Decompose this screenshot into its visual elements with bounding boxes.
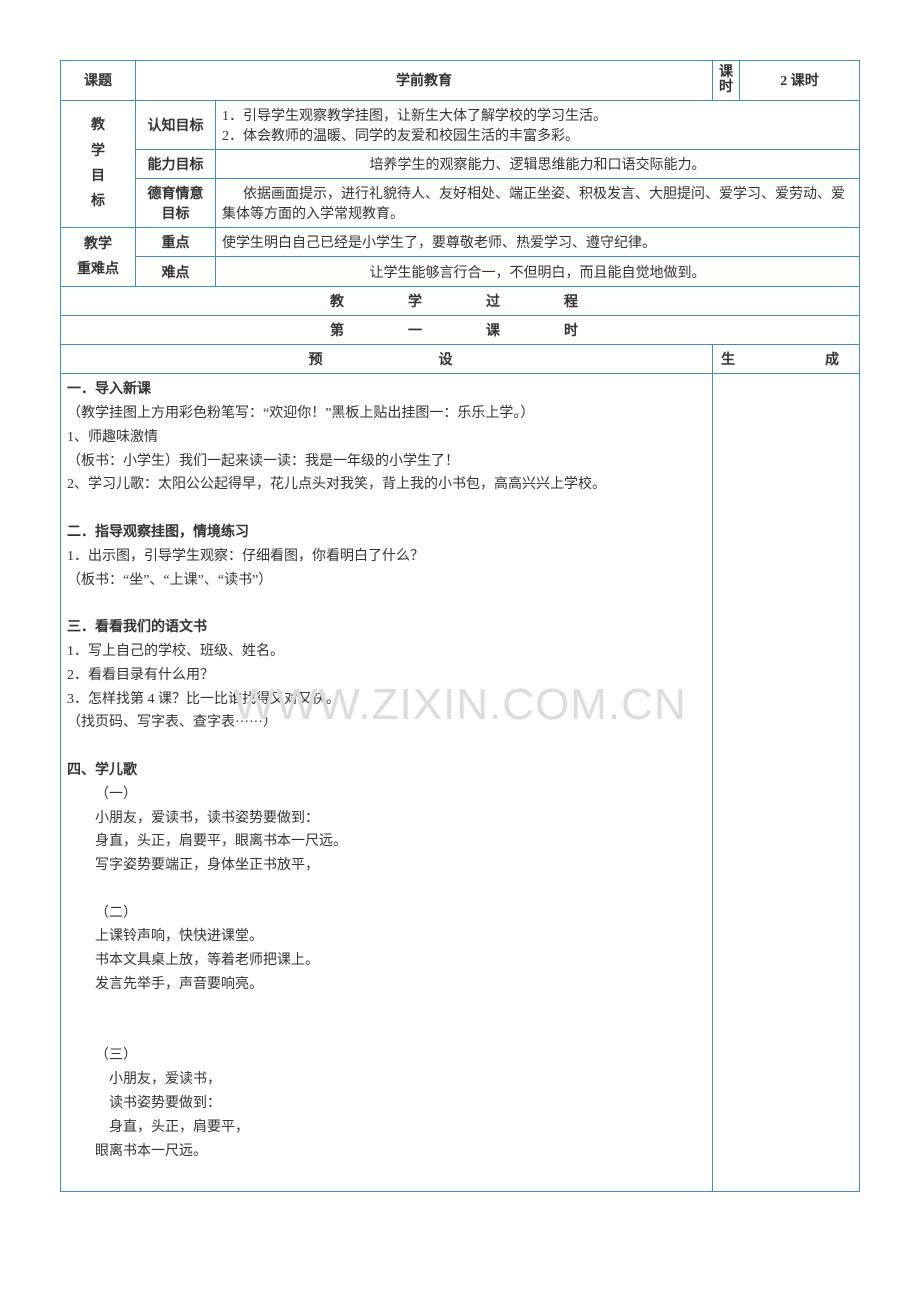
s4-2-l2: 书本文具桌上放，等着老师把课上。 <box>67 949 706 973</box>
s4-3-l2: 读书姿势要做到： <box>67 1092 706 1116</box>
goal-text-3: 依据画面提示，进行礼貌待人、友好相处、端正坐姿、积极发言、大胆提问、爱学习、爱劳… <box>216 178 860 227</box>
goal-row-1: 教学目标 认知目标 1．引导学生观察教学挂图，让新生大体了解学校的学习生活。 2… <box>61 100 860 149</box>
lesson1-header-row: 第 一 课 时 <box>61 316 860 345</box>
s3-l4: （找页码、写字表、查字表······） <box>67 711 706 735</box>
keypoint-text-2: 让学生能够言行合一，不但明白，而且能自觉地做到。 <box>216 257 860 287</box>
keypoints-label: 教学重难点 <box>61 227 136 286</box>
shengcheng-content <box>713 374 860 1192</box>
keshi-label: 课时 <box>713 61 740 101</box>
keypoint-sublabel-2: 难点 <box>136 257 216 287</box>
header-row: 课题 学前教育 课时 2 课时 <box>61 61 860 101</box>
goal-row-3: 德育情意目标 依据画面提示，进行礼貌待人、友好相处、端正坐姿、积极发言、大胆提问… <box>61 178 860 227</box>
content-row: 一．导入新课 （教学挂图上方用彩色粉笔写：“欢迎你！”黑板上贴出挂图一：乐乐上学… <box>61 374 860 1192</box>
keti-label: 课题 <box>61 61 136 101</box>
s1-title: 一．导入新课 <box>67 378 706 402</box>
goal-sublabel-1: 认知目标 <box>136 100 216 149</box>
yushe-shengcheng-row: 预 设 生 成 <box>61 345 860 374</box>
s4-3-l3: 身直，头正，肩要平， <box>67 1116 706 1140</box>
s4-2-l1: 上课铃声响，快快进课堂。 <box>67 925 706 949</box>
keti-value: 学前教育 <box>136 61 713 101</box>
goal-text-2: 培养学生的观察能力、逻辑思维能力和口语交际能力。 <box>216 149 860 178</box>
s1-l2: 1、师趣味激情 <box>67 426 706 450</box>
s4-2-l3: 发言先举手，声音要响亮。 <box>67 973 706 997</box>
s4-sub2: （二） <box>67 902 706 926</box>
page-container: WWW.ZIXIN.COM.CN 课题 学前教育 课时 2 课时 教学目标 认知… <box>60 60 860 1192</box>
keypoint-text-1: 使学生明白自己已经是小学生了，要尊敬老师、热爱学习、遵守纪律。 <box>216 227 860 257</box>
s3-title: 三．看看我们的语文书 <box>67 616 706 640</box>
keypoint-row-2: 难点 让学生能够言行合一，不但明白，而且能自觉地做到。 <box>61 257 860 287</box>
goal-sublabel-2: 能力目标 <box>136 149 216 178</box>
s4-1-l3: 写字姿势要端正，身体坐正书放平， <box>67 854 706 878</box>
s3-l3: 3．怎样找第 4 课？比一比谁找得又对又快。 <box>67 688 706 712</box>
goal-text-1: 1．引导学生观察教学挂图，让新生大体了解学校的学习生活。 2．体会教师的温暖、同… <box>216 100 860 149</box>
process-header: 教 学 过 程 <box>61 287 860 316</box>
s1-l4: 2、学习儿歌：太阳公公起得早，花儿点头对我笑，背上我的小书包，高高兴兴上学校。 <box>67 473 706 497</box>
keypoint-row-1: 教学重难点 重点 使学生明白自己已经是小学生了，要尊敬老师、热爱学习、遵守纪律。 <box>61 227 860 257</box>
content-main: 一．导入新课 （教学挂图上方用彩色粉笔写：“欢迎你！”黑板上贴出挂图一：乐乐上学… <box>61 374 713 1192</box>
keshi-value: 2 课时 <box>740 61 860 101</box>
s4-1-l2: 身直，头正，肩要平，眼离书本一尺远。 <box>67 830 706 854</box>
lesson-plan-table: 课题 学前教育 课时 2 课时 教学目标 认知目标 1．引导学生观察教学挂图，让… <box>60 60 860 1192</box>
s4-3-l4: 眼离书本一尺远。 <box>67 1140 706 1164</box>
s1-l3: （板书：小学生）我们一起来读一读：我是一年级的小学生了！ <box>67 450 706 474</box>
s4-3-l1: 小朋友，爱读书， <box>67 1068 706 1092</box>
keypoint-sublabel-1: 重点 <box>136 227 216 257</box>
goal-sublabel-3: 德育情意目标 <box>136 178 216 227</box>
s4-1-l1: 小朋友，爱读书，读书姿势要做到： <box>67 807 706 831</box>
s4-title: 四、学儿歌 <box>67 759 706 783</box>
s4-sub1: （一） <box>67 783 706 807</box>
s1-l1: （教学挂图上方用彩色粉笔写：“欢迎你！”黑板上贴出挂图一：乐乐上学。） <box>67 402 706 426</box>
goal-row-2: 能力目标 培养学生的观察能力、逻辑思维能力和口语交际能力。 <box>61 149 860 178</box>
lesson1-header: 第 一 课 时 <box>61 316 860 345</box>
s2-l1: 1．出示图，引导学生观察：仔细看图，你看明白了什么？ <box>67 545 706 569</box>
yushe-header: 预 设 <box>61 345 713 374</box>
s3-l2: 2．看看目录有什么用？ <box>67 664 706 688</box>
process-header-row: 教 学 过 程 <box>61 287 860 316</box>
s2-title: 二．指导观察挂图，情境练习 <box>67 521 706 545</box>
s2-l2: （板书：“坐”、“上课”、“读书”） <box>67 569 706 593</box>
goals-label: 教学目标 <box>61 100 136 227</box>
s4-sub3: （三） <box>67 1044 706 1068</box>
shengcheng-header: 生 成 <box>713 345 860 374</box>
s3-l1: 1．写上自己的学校、班级、姓名。 <box>67 640 706 664</box>
